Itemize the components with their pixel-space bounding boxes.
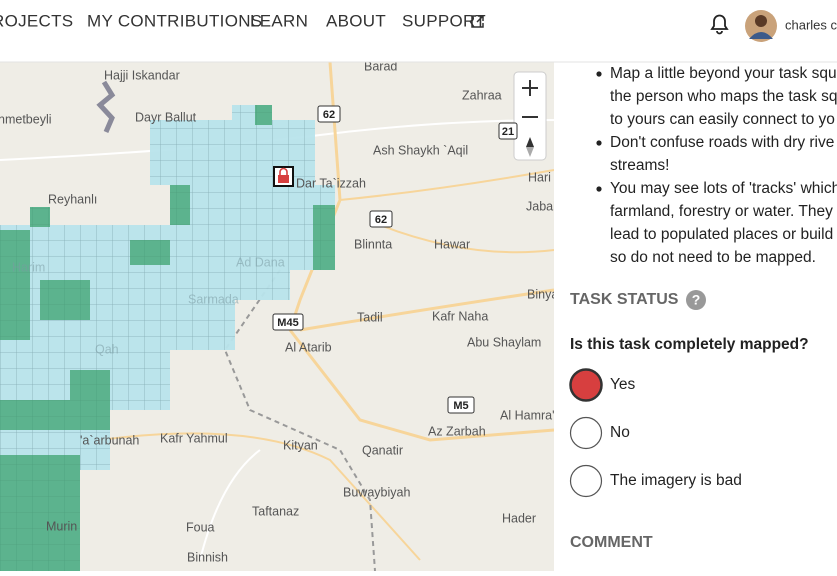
mapped-tasks (0, 105, 335, 571)
map-label: Barad (364, 59, 397, 73)
instruction-line: lead to populated places or build (610, 226, 833, 243)
map-label: Dar Ta`izzah (296, 176, 366, 190)
task-status-heading: TASK STATUS (570, 291, 679, 308)
instruction-line: Don't confuse roads with dry rive (610, 134, 834, 151)
road-shield (447, 396, 475, 414)
radio-label[interactable]: Yes (610, 376, 636, 393)
map-label: Blinnta (354, 237, 392, 251)
help-icon[interactable] (686, 290, 706, 310)
instruction-line: You may see lots of 'tracks' which (610, 180, 837, 197)
map-label: nmetbeyli (0, 112, 52, 126)
header (0, 0, 837, 62)
user-name[interactable]: charles c (785, 17, 837, 32)
map-label: Qanatir (362, 443, 403, 457)
instruction-line: to yours can easily connect to yo (610, 111, 835, 128)
map-label: Kafr Yahmul (160, 431, 228, 445)
map-label: Az Zarbah (428, 424, 486, 438)
map-label: Dayr Ballut (135, 110, 197, 124)
map-label: Taftanaz (252, 504, 299, 518)
instruction-line: so do not need to be mapped. (610, 249, 816, 266)
bullet (596, 71, 602, 77)
radio[interactable] (569, 368, 603, 402)
map-label: Sarmada (188, 292, 239, 306)
instructions: Map a little beyond your task squ the per… (596, 65, 837, 266)
nav-item[interactable]: MY CONTRIBUTIONS (87, 11, 262, 30)
external-icon (471, 15, 484, 28)
question: Is this task completely mapped? (570, 336, 809, 353)
map-label: Hari (528, 170, 551, 184)
comment-heading: COMMENT (570, 534, 653, 551)
map-label: Kityan (283, 438, 318, 452)
instruction-line: Map a little beyond your task squ (610, 65, 837, 82)
map-label: 'a`arbunah (80, 433, 139, 447)
instruction-line: farmland, forestry or water. They (610, 203, 833, 220)
map-label: Buwaybiyah (343, 485, 410, 499)
radio[interactable] (569, 416, 603, 450)
bullet (596, 140, 602, 146)
map-label: Hawar (434, 237, 470, 251)
map-label: Ad Dana (236, 255, 285, 269)
options: Yes No The imagery is bad (569, 368, 742, 498)
radio[interactable] (569, 464, 603, 498)
map-label: Jabal (526, 199, 556, 213)
map-label: Zahraa (462, 88, 502, 102)
map-label: Reyhanlı (48, 192, 97, 206)
map-label: Hader (502, 511, 536, 525)
map-labels: Hajji Iskandar Barad Zahraa nmetbeyli Dayr B… (0, 59, 558, 564)
zoom-in[interactable] (522, 80, 538, 96)
notifications-bell[interactable] (710, 14, 729, 35)
road-shield-label: 21 (502, 126, 514, 138)
road-shield (272, 313, 304, 331)
map-label: Binya (527, 287, 558, 301)
map-label: Abu Shaylam (467, 335, 541, 349)
nav-item[interactable]: ABOUT (326, 11, 386, 30)
road-shield (369, 210, 393, 228)
instruction-line: streams! (610, 157, 669, 174)
map-label: Al Hamra' (500, 408, 554, 422)
radio-label[interactable]: The imagery is bad (610, 472, 742, 489)
nav-item[interactable]: LEARN (250, 11, 308, 30)
nav-item[interactable]: ROJECTS (0, 11, 73, 30)
avatar-face (755, 15, 767, 27)
map-label: Kafr Naha (432, 309, 488, 323)
lock-shackle (279, 167, 288, 175)
map-label: Al Atarib (285, 340, 332, 354)
road-shield-label: 62 (323, 109, 335, 121)
lock-body (278, 175, 289, 183)
road-shield-label: M5 (453, 400, 468, 412)
map-label: Foua (186, 520, 215, 534)
help-icon-glyph: ? (692, 292, 701, 308)
map-label: Qah (95, 342, 119, 356)
compass-south (526, 147, 534, 157)
map-label: Binnish (187, 550, 228, 564)
road-shield (317, 105, 341, 123)
avatar-body (749, 32, 773, 39)
instruction-line: the person who maps the task sq (610, 88, 837, 105)
map-label: Murin (46, 519, 77, 533)
road-shield-label: M45 (277, 317, 298, 329)
road-shield-label: 62 (375, 214, 387, 226)
radio-label[interactable]: No (610, 424, 630, 441)
compass[interactable] (526, 137, 534, 147)
map-label: Harim (12, 260, 45, 274)
nav-item[interactable]: SUPPORT (402, 11, 486, 30)
map-label: Hajji Iskandar (104, 68, 180, 82)
bullet (596, 186, 602, 192)
road-shield (498, 122, 518, 140)
task-grid (0, 105, 335, 571)
map-label: Tadil (357, 310, 383, 324)
map-label: Ash Shaykh `Aqil (373, 143, 468, 157)
zoom-controls (513, 71, 547, 161)
